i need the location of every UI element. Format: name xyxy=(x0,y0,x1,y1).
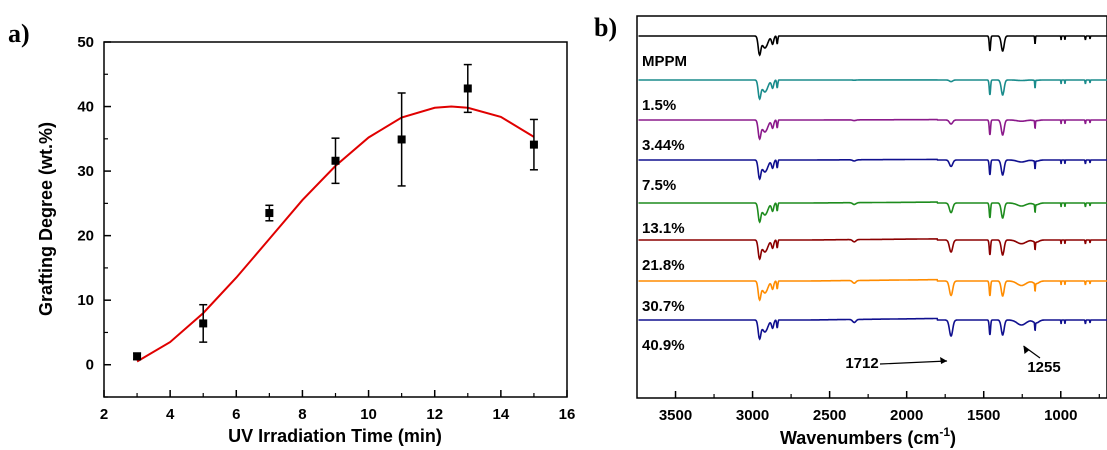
y-tick-label: 10 xyxy=(77,292,94,309)
annotation-arrowhead xyxy=(1023,346,1030,354)
spectrum-trace xyxy=(638,278,1107,302)
panel-a-grafting-chart: a) 2 4 6 8 10 12 14 16 0 10 20 30 40 50 UV Irradiati… xyxy=(8,19,575,446)
spectrum-trace xyxy=(638,238,1107,261)
annotation-label: 1712 xyxy=(845,355,878,372)
x-tick-label: 1000 xyxy=(1044,407,1077,424)
spectrum-trace xyxy=(638,158,1107,181)
x-axis-title-end: ) xyxy=(950,428,956,448)
x-tick-label: 3000 xyxy=(736,407,769,424)
spectrum-label: 30.7% xyxy=(642,298,685,315)
y-tick-label: 30 xyxy=(77,163,94,180)
panel-a-plot-frame xyxy=(103,41,568,398)
data-point xyxy=(463,84,472,93)
x-tick-label: 2000 xyxy=(890,407,923,424)
annotation-label: 1255 xyxy=(1027,359,1060,376)
y-tick-label: 20 xyxy=(77,228,94,245)
spectrum-label: 40.9% xyxy=(642,337,685,354)
panel-b-ftir-chart: b) 3500 3000 2500 2000 1500 1000 MPPM 1.5% 3.44… xyxy=(594,13,1107,448)
spectrum-label: 13.1% xyxy=(642,220,685,237)
x-tick-label: 4 xyxy=(166,406,175,423)
y-tick-label: 0 xyxy=(86,357,94,374)
data-point xyxy=(133,352,142,361)
y-tick-label: 50 xyxy=(77,34,94,51)
x-tick-label: 14 xyxy=(493,406,510,423)
x-tick-label: 2 xyxy=(100,406,108,423)
x-axis-title-b: Wavenumbers (cm-1) xyxy=(780,425,956,448)
spectrum-label: 3.44% xyxy=(642,137,685,154)
spectrum-label: MPPM xyxy=(642,53,687,70)
x-axis-title-text: Wavenumbers (cm xyxy=(780,428,939,448)
panel-b-label: b) xyxy=(594,13,617,42)
x-tick-label: 2500 xyxy=(813,407,846,424)
spectrum-trace xyxy=(638,35,1107,57)
spectrum-trace xyxy=(638,201,1107,224)
data-point xyxy=(199,319,208,328)
data-point xyxy=(331,156,340,165)
spectrum-trace xyxy=(638,317,1107,341)
spectrum-trace xyxy=(638,118,1107,141)
fit-curve xyxy=(136,105,535,363)
x-tick-label: 1500 xyxy=(967,407,1000,424)
spectrum-label: 1.5% xyxy=(642,97,676,114)
data-point xyxy=(265,209,274,218)
x-tick-label: 3500 xyxy=(659,407,692,424)
panel-a-label: a) xyxy=(8,19,30,48)
y-axis-title: Grafting Degree (wt.%) xyxy=(36,122,56,316)
x-tick-label: 10 xyxy=(360,406,377,423)
data-point xyxy=(397,135,406,144)
x-axis-title: UV Irradiation Time (min) xyxy=(228,426,442,446)
y-tick-label: 40 xyxy=(77,99,94,116)
spectrum-trace xyxy=(638,79,1107,101)
annotation-arrow xyxy=(879,360,948,365)
data-point xyxy=(529,140,538,149)
spectrum-label: 7.5% xyxy=(642,177,676,194)
x-tick-label: 6 xyxy=(232,406,240,423)
x-tick-label: 16 xyxy=(559,406,576,423)
annotation-arrowhead xyxy=(940,357,948,364)
panel-b-plot-frame xyxy=(636,15,1107,399)
x-axis-title-sup: -1 xyxy=(939,425,950,439)
spectrum-label: 21.8% xyxy=(642,257,685,274)
x-tick-label: 12 xyxy=(426,406,443,423)
x-tick-label: 8 xyxy=(298,406,306,423)
